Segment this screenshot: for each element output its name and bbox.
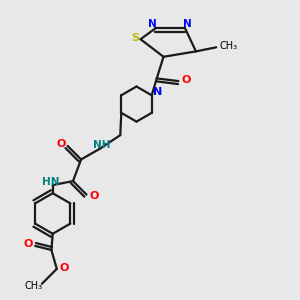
Text: N: N <box>148 19 157 28</box>
Text: O: O <box>181 75 190 85</box>
Text: CH₃: CH₃ <box>25 281 43 292</box>
Text: S: S <box>132 33 140 43</box>
Text: N: N <box>153 87 162 97</box>
Text: NH: NH <box>93 140 111 150</box>
Text: O: O <box>56 139 65 149</box>
Text: CH₃: CH₃ <box>219 41 237 51</box>
Text: N: N <box>184 19 192 28</box>
Text: O: O <box>60 262 69 272</box>
Text: HN: HN <box>42 177 59 187</box>
Text: O: O <box>89 191 99 201</box>
Text: O: O <box>24 239 33 249</box>
